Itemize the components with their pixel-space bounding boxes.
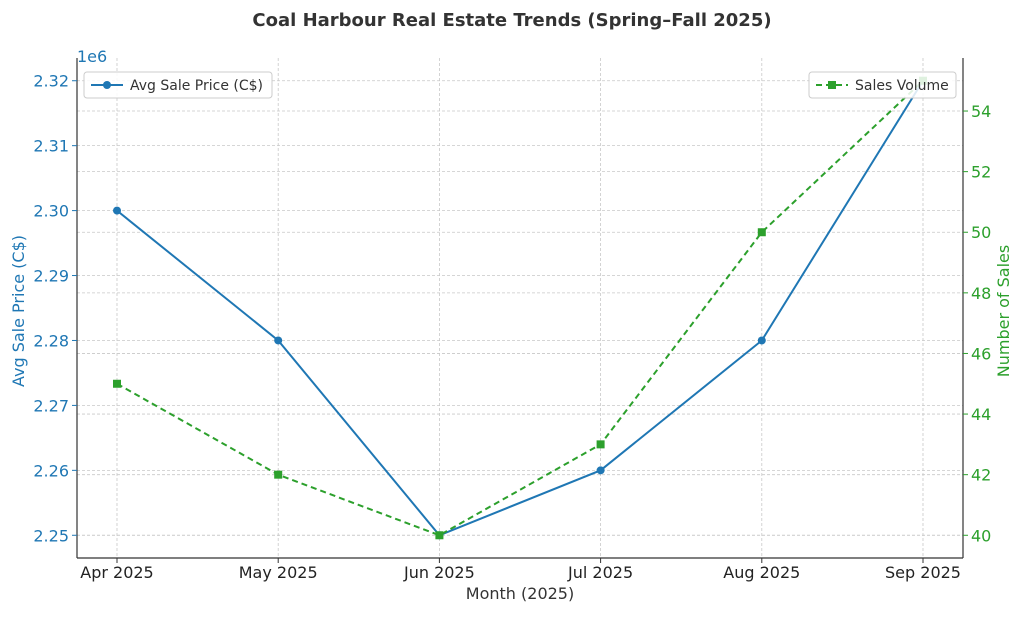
legend-label-2: Sales Volume	[855, 78, 949, 94]
right-tick-label: 44	[971, 405, 991, 424]
x-tick-label: Aug 2025	[723, 563, 800, 582]
series-1-point	[596, 466, 605, 475]
series-2-point	[435, 531, 444, 540]
left-tick-label: 2.31	[33, 137, 69, 156]
left-tick-label: 2.32	[33, 72, 69, 91]
left-tick-label: 2.30	[33, 202, 69, 221]
left-axis-label: Avg Sale Price (C$)	[9, 235, 28, 387]
series-layer	[113, 76, 927, 540]
legend-label-1: Avg Sale Price (C$)	[130, 78, 263, 94]
series-2-point	[757, 228, 766, 237]
left-tick-label: 2.27	[33, 396, 69, 415]
series-2-point	[274, 470, 283, 479]
right-tick-label: 50	[971, 223, 991, 242]
legend-swatch-marker-2	[828, 81, 836, 89]
left-tick-label: 2.26	[33, 461, 69, 480]
right-tick-label: 52	[971, 163, 991, 182]
legend-layer: Avg Sale Price (C$) Sales Volume	[83, 71, 957, 99]
x-tick-label: Jun 2025	[403, 563, 475, 582]
left-tick-label: 2.29	[33, 267, 69, 286]
series-1-point	[757, 336, 766, 345]
x-tick-label: Apr 2025	[80, 563, 153, 582]
left-tick-label: 2.25	[33, 526, 69, 545]
x-tick-label: May 2025	[239, 563, 318, 582]
right-tick-label: 48	[971, 284, 991, 303]
grid-layer	[77, 58, 963, 558]
series-line-1	[116, 80, 924, 537]
series-1-point	[113, 206, 121, 215]
x-tick-label: Sep 2025	[885, 563, 961, 582]
x-tick-label: Jul 2025	[567, 563, 633, 582]
right-axis-label: Number of Sales	[994, 245, 1013, 377]
right-tick-label: 54	[971, 102, 991, 121]
legend-box-2	[808, 71, 957, 99]
series-1-point	[274, 336, 283, 345]
x-axis-label: Month (2025)	[466, 584, 574, 603]
legend-box-1	[83, 71, 273, 99]
right-tick-label: 42	[971, 466, 991, 485]
left-axis-offset-text: 1e6	[77, 47, 107, 66]
series-2-point	[113, 379, 121, 388]
series-2-point	[596, 440, 605, 449]
series-line-2	[116, 79, 924, 537]
chart-title: Coal Harbour Real Estate Trends (Spring–…	[252, 10, 771, 31]
legend-swatch-marker-1	[103, 81, 111, 89]
right-tick-label: 40	[971, 526, 991, 545]
right-tick-label: 46	[971, 344, 991, 363]
left-tick-label: 2.28	[33, 331, 69, 350]
axes-layer: Apr 2025 May 2025 Jun 2025 Jul 2025 Aug 2025…	[33, 58, 991, 582]
